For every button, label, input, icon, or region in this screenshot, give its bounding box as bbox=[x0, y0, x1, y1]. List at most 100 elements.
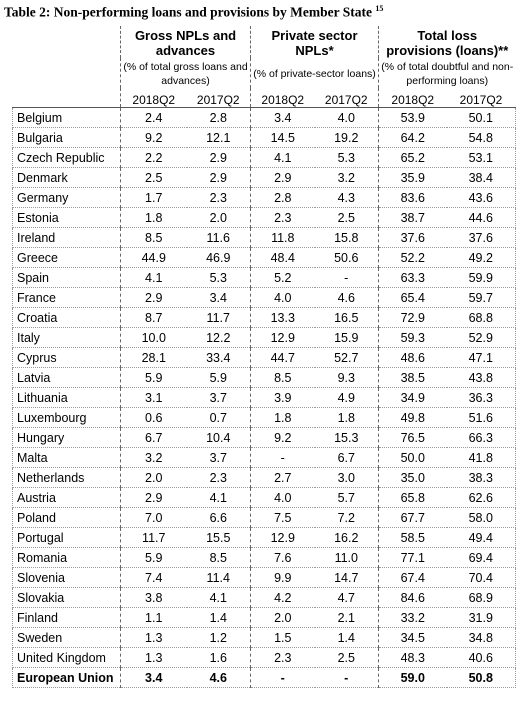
value-cell: 5.7 bbox=[314, 487, 379, 508]
value-cell: 1.5 bbox=[250, 627, 315, 648]
value-cell: 2.9 bbox=[120, 487, 187, 508]
country-name: Lithuania bbox=[12, 387, 121, 408]
value-cell: 11.7 bbox=[120, 527, 187, 548]
group-subtitle: (% of total gross loans and advances) bbox=[119, 58, 251, 88]
country-name: United Kingdom bbox=[12, 647, 121, 668]
value-cell: 7.0 bbox=[120, 507, 187, 528]
value-cell: 8.5 bbox=[120, 227, 187, 248]
group-title: Gross NPLs and advances bbox=[119, 26, 251, 58]
value-cell: 3.1 bbox=[120, 387, 187, 408]
value-cell: 46.9 bbox=[186, 247, 251, 268]
value-cell: 19.2 bbox=[314, 127, 379, 148]
value-cell: 40.6 bbox=[446, 647, 517, 668]
value-cell: 3.4 bbox=[186, 287, 251, 308]
value-cell: - bbox=[250, 447, 315, 468]
group-subtitle-row: (% of total gross loans and advances) (% … bbox=[13, 58, 516, 88]
value-cell: 2.0 bbox=[186, 207, 251, 228]
value-cell: 2.5 bbox=[314, 647, 379, 668]
country-name: Portugal bbox=[12, 527, 121, 548]
value-cell: 14.7 bbox=[314, 567, 379, 588]
value-cell: 9.9 bbox=[250, 567, 315, 588]
period-label: 2018Q2 bbox=[120, 88, 187, 108]
value-cell: 3.9 bbox=[250, 387, 315, 408]
value-cell: 44.6 bbox=[446, 207, 517, 228]
table-row: Sweden 1.3 1.2 1.5 1.4 34.5 34.8 bbox=[12, 627, 517, 648]
value-cell: 12.2 bbox=[186, 327, 251, 348]
value-cell: 12.1 bbox=[186, 127, 251, 148]
value-cell: 48.6 bbox=[378, 347, 447, 368]
value-cell: 2.8 bbox=[250, 187, 315, 208]
value-cell: 36.3 bbox=[446, 387, 517, 408]
value-cell: 33.2 bbox=[378, 607, 447, 628]
country-name: Luxembourg bbox=[12, 407, 121, 428]
value-cell: 2.9 bbox=[186, 147, 251, 168]
value-cell: 3.2 bbox=[314, 167, 379, 188]
value-cell: 5.9 bbox=[120, 547, 187, 568]
table-row: Slovenia 7.4 11.4 9.9 14.7 67.4 70.4 bbox=[12, 567, 517, 588]
value-cell: 65.4 bbox=[378, 287, 447, 308]
value-cell: 9.3 bbox=[314, 367, 379, 388]
value-cell: 14.5 bbox=[250, 127, 315, 148]
value-cell: 59.7 bbox=[446, 287, 517, 308]
value-cell: 2.7 bbox=[250, 467, 315, 488]
value-cell: 77.1 bbox=[378, 547, 447, 568]
value-cell: 15.3 bbox=[314, 427, 379, 448]
value-cell: 2.4 bbox=[120, 107, 187, 128]
value-cell: 0.7 bbox=[186, 407, 251, 428]
group-title-row: Gross NPLs and advances Private sector NP… bbox=[13, 26, 516, 58]
table-row: Malta 3.2 3.7-6.7 50.0 41.8 bbox=[12, 447, 517, 468]
table-row: Estonia 1.8 2.0 2.3 2.5 38.7 44.6 bbox=[12, 207, 517, 228]
value-cell: 2.2 bbox=[120, 147, 187, 168]
period-row: 2018Q2 2017Q2 2018Q2 2017Q2 2018Q2 2017Q2 bbox=[12, 88, 516, 108]
value-cell: 63.3 bbox=[378, 267, 447, 288]
table-row: Czech Republic 2.2 2.9 4.1 5.3 65.2 53.1 bbox=[12, 147, 517, 168]
group-title: Total loss provisions (loans)** bbox=[378, 26, 516, 58]
value-cell: 4.1 bbox=[120, 267, 187, 288]
value-cell: 5.9 bbox=[186, 367, 251, 388]
value-cell: 15.8 bbox=[314, 227, 379, 248]
value-cell: 1.1 bbox=[120, 607, 187, 628]
country-name: Germany bbox=[12, 187, 121, 208]
table-row: Germany 1.7 2.3 2.8 4.3 83.6 43.6 bbox=[12, 187, 517, 208]
value-cell: 3.2 bbox=[120, 447, 187, 468]
value-cell: 2.1 bbox=[314, 607, 379, 628]
value-cell: 83.6 bbox=[378, 187, 447, 208]
table-row: Austria 2.9 4.1 4.0 5.7 65.8 62.6 bbox=[12, 487, 517, 508]
value-cell: 47.1 bbox=[446, 347, 517, 368]
value-cell: 7.2 bbox=[314, 507, 379, 528]
value-cell: 38.3 bbox=[446, 467, 517, 488]
value-cell: 9.2 bbox=[120, 127, 187, 148]
value-cell: 2.8 bbox=[186, 107, 251, 128]
value-cell: 49.2 bbox=[446, 247, 517, 268]
value-cell: 2.3 bbox=[186, 467, 251, 488]
table-title: Table 2: Non-performing loans and provis… bbox=[4, 4, 383, 21]
country-name: Hungary bbox=[12, 427, 121, 448]
value-cell: - bbox=[250, 667, 315, 688]
group-subtitle: (% of private-sector loans) bbox=[250, 58, 379, 88]
value-cell: - bbox=[314, 267, 379, 288]
table-row: Cyprus 28.1 33.4 44.7 52.7 48.6 47.1 bbox=[12, 347, 517, 368]
value-cell: 15.9 bbox=[314, 327, 379, 348]
value-cell: 48.4 bbox=[250, 247, 315, 268]
country-name: Italy bbox=[12, 327, 121, 348]
value-cell: 52.7 bbox=[314, 347, 379, 368]
table-row: Romania 5.9 8.5 7.6 11.0 77.1 69.4 bbox=[12, 547, 517, 568]
country-name: Czech Republic bbox=[12, 147, 121, 168]
value-cell: 51.6 bbox=[446, 407, 517, 428]
value-cell: 6.7 bbox=[314, 447, 379, 468]
value-cell: 4.1 bbox=[250, 147, 315, 168]
value-cell: 10.4 bbox=[186, 427, 251, 448]
value-cell: 2.9 bbox=[186, 167, 251, 188]
value-cell: 38.4 bbox=[446, 167, 517, 188]
value-cell: 44.9 bbox=[120, 247, 187, 268]
value-cell: 0.6 bbox=[120, 407, 187, 428]
country-name: Estonia bbox=[12, 207, 121, 228]
value-cell: 50.8 bbox=[446, 667, 517, 688]
country-name: Croatia bbox=[12, 307, 121, 328]
value-cell: 1.7 bbox=[120, 187, 187, 208]
value-cell: 53.1 bbox=[446, 147, 517, 168]
country-name: Spain bbox=[12, 267, 121, 288]
value-cell: 35.9 bbox=[378, 167, 447, 188]
value-cell: 49.8 bbox=[378, 407, 447, 428]
